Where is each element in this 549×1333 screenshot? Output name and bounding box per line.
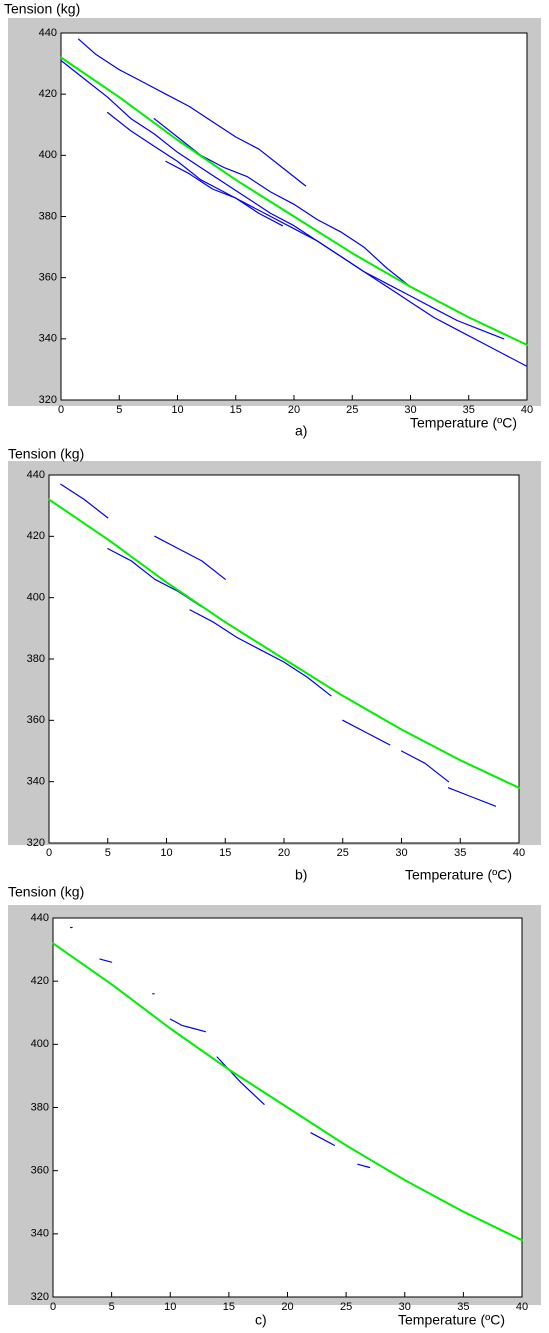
x-tick-label: 30 [404,404,416,416]
x-tick-label: 25 [340,1301,352,1313]
x-tick-label: 5 [116,404,122,416]
y-tick-label: 440 [31,912,49,924]
data-line [342,719,391,746]
x-tick-label: 40 [513,847,525,859]
data-line [154,535,226,580]
y-tick-label: 320 [39,394,57,406]
data-line [60,59,528,367]
y-tick-label: 320 [31,1291,49,1303]
x-tick-label: 40 [516,1301,528,1313]
x-axis-label: Temperature (ºC) [410,415,517,431]
x-axis-label: Temperature (ºC) [405,867,512,883]
y-tick-label: 400 [31,1038,49,1050]
x-tick-label: 20 [288,404,300,416]
y-axis-label: Tension (kg) [8,446,84,462]
data-line [60,56,528,346]
panel-caption: a) [295,423,307,439]
y-tick-label: 360 [27,714,45,726]
data-line [60,483,109,519]
x-tick-label: 15 [223,1301,235,1313]
data-line [400,750,450,783]
y-tick-label: 380 [27,653,45,665]
data-line [99,958,113,963]
x-tick-label: 5 [109,1301,115,1313]
y-tick-label: 340 [31,1228,49,1240]
y-tick-label: 380 [39,210,57,222]
x-tick-label: 20 [281,1301,293,1313]
panel-caption: b) [295,867,307,883]
x-tick-label: 5 [105,847,111,859]
data-line [107,111,505,340]
data-line [165,160,283,227]
x-tick-label: 10 [164,1301,176,1313]
y-tick-label: 340 [39,333,57,345]
y-tick-label: 440 [39,27,57,39]
y-tick-label: 420 [39,88,57,100]
x-tick-label: 25 [337,847,349,859]
data-line [169,1018,206,1033]
y-tick-label: 340 [27,776,45,788]
x-tick-label: 0 [46,847,52,859]
y-tick-label: 400 [27,592,45,604]
y-tick-label: 360 [31,1165,49,1177]
data-line [310,1132,335,1146]
x-tick-label: 25 [346,404,358,416]
x-tick-label: 35 [457,1301,469,1313]
y-tick-label: 360 [39,272,57,284]
data-line [447,787,497,807]
data-line [48,498,520,789]
x-tick-label: 15 [219,847,231,859]
x-tick-label: 0 [58,404,64,416]
y-tick-label: 380 [31,1101,49,1113]
x-tick-label: 20 [278,847,290,859]
y-tick-label: 420 [31,975,49,987]
y-tick-label: 420 [27,530,45,542]
x-tick-label: 35 [463,404,475,416]
data-line [216,1056,265,1105]
data-line [189,609,332,697]
data-line [357,1163,371,1169]
x-tick-label: 35 [454,847,466,859]
y-axis-label: Tension (kg) [8,884,84,900]
x-tick-label: 15 [230,404,242,416]
y-axis-label: Tension (kg) [4,1,80,17]
x-tick-label: 0 [50,1301,56,1313]
y-tick-label: 440 [27,469,45,481]
x-axis-label: Temperature (ºC) [398,1312,505,1328]
x-tick-label: 40 [521,404,533,416]
y-tick-label: 400 [39,149,57,161]
x-tick-label: 30 [395,847,407,859]
data-line [52,942,523,1242]
y-tick-label: 320 [27,837,45,849]
panel-caption: c) [255,1312,267,1328]
x-tick-label: 30 [399,1301,411,1313]
x-tick-label: 10 [171,404,183,416]
data-line [77,38,307,187]
x-tick-label: 10 [160,847,172,859]
